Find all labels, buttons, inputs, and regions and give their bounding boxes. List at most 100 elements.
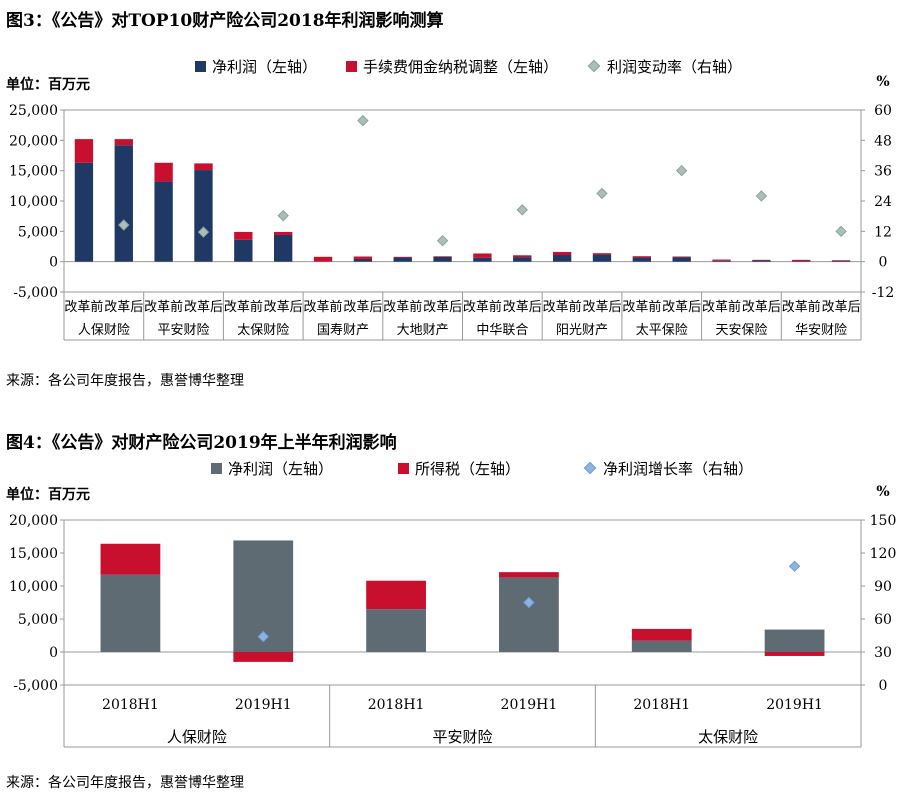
c1-bar-before-net	[632, 257, 651, 262]
c2-group-label: 人保财险	[167, 728, 227, 746]
chart2-title: 图4：《公告》对财产险公司2019年上半年利润影响	[6, 433, 397, 453]
c1-y2tick-label: -12	[872, 285, 895, 301]
c1-sub-label: 改革前	[782, 299, 821, 315]
c1-group-label: 国寿财产	[317, 323, 369, 338]
c1-rate-marker	[675, 164, 688, 177]
c1-sub-label: 改革后	[582, 300, 621, 315]
c2-bar-before-net	[366, 609, 426, 652]
c1-bar-before-net	[473, 257, 492, 262]
c1-bar-before-adjustment	[792, 259, 811, 262]
c1-sub-label: 改革后	[423, 300, 462, 315]
c1-rate-marker	[835, 225, 847, 238]
c1-rate-marker	[516, 204, 528, 216]
c1-sub-label: 改革前	[463, 299, 502, 315]
c1-sub-label: 改革后	[503, 300, 542, 315]
c2-legend-swatch	[583, 461, 597, 475]
c2-bar-before-adjustment	[100, 543, 161, 575]
c1-group-label: 中华联合	[476, 323, 528, 338]
c2-group-label: 太保财险	[698, 728, 758, 746]
c1-bar-after-net	[592, 254, 612, 262]
c1-bar-after-net	[114, 145, 133, 262]
c2-rate-marker	[523, 596, 535, 609]
c2-y2-unit: %	[876, 484, 889, 500]
c1-group-label: 大地财产	[397, 323, 449, 338]
c2-y2tick-label: 150	[870, 513, 897, 529]
c2-y2tick-label: 30	[874, 645, 892, 661]
c1-y2tick-label: 60	[874, 103, 892, 119]
c1-y2tick-label: 12	[874, 224, 892, 240]
c1-legend-swatch	[346, 61, 357, 72]
c2-sub-label: 2018H1	[102, 697, 159, 713]
c1-bar-before-net	[393, 257, 412, 262]
c2-y2tick-label: 120	[870, 546, 897, 562]
c1-rate-marker	[436, 234, 449, 247]
c2-bar-after-adjustment	[764, 652, 825, 656]
c2-y2tick-label: 90	[874, 579, 892, 595]
c1-bar-after-net	[672, 257, 691, 262]
c1-rate-marker	[596, 187, 608, 200]
c2-legend-label: 净利润增长率（右轴）	[603, 460, 753, 478]
c2-y2tick-label: 60	[874, 612, 892, 628]
c1-y2tick-label: 24	[874, 194, 892, 210]
c1-sub-label: 改革后	[184, 300, 223, 315]
c1-bar-before-net	[552, 254, 572, 262]
c2-ytick-label: -5,000	[13, 678, 58, 694]
c1-y2tick-label: 0	[879, 255, 888, 271]
chart1-source: 来源：各公司年度报告，惠誉博华整理	[6, 373, 244, 389]
c1-bar-after-adjustment	[513, 255, 532, 258]
c1-bar-after-net	[752, 260, 771, 262]
c1-rate-marker	[277, 209, 289, 222]
c1-bar-after-adjustment	[831, 260, 851, 261]
c1-bar-before-adjustment	[234, 231, 253, 240]
c2-legend-swatch	[211, 463, 222, 474]
c1-legend-label: 净利润（左轴）	[212, 58, 317, 76]
c1-bar-before-net	[712, 260, 731, 262]
c1-y2tick-label: 36	[874, 164, 892, 180]
chart1-title: 图3：《公告》对TOP10财产险公司2018年利润影响测算	[6, 11, 444, 31]
chart2-svg: 净利润（左轴） 所得税（左轴） 净利润增长率（右轴）% -5,000 0 5,000 10,…	[9, 460, 897, 748]
c1-rate-marker	[755, 190, 768, 202]
c2-sub-label: 2019H1	[235, 697, 292, 713]
c1-sub-label: 改革后	[662, 300, 701, 315]
c1-group-label: 华安财险	[795, 323, 847, 338]
c2-ytick-label: 15,000	[9, 546, 58, 562]
c2-sub-label: 2018H1	[633, 697, 690, 713]
c1-sub-label: 改革前	[383, 299, 422, 315]
c1-sub-label: 改革后	[104, 300, 143, 315]
c2-y2tick-label: 0	[879, 678, 888, 694]
c2-sub-label: 2018H1	[368, 697, 425, 713]
c1-plot-border	[63, 109, 862, 293]
c2-plot-border	[63, 519, 862, 686]
c1-bar-after-adjustment	[274, 231, 293, 235]
c1-legend-label: 利润变动率（右轴）	[607, 58, 742, 76]
c1-sub-label: 改革后	[742, 300, 781, 315]
c1-bar-before-adjustment	[313, 256, 333, 262]
c1-rate-marker	[357, 114, 369, 127]
c1-bar-after-adjustment	[672, 256, 691, 258]
c1-bar-after-net	[274, 234, 293, 262]
c1-bar-before-net	[234, 239, 253, 262]
c1-bar-before-adjustment	[632, 256, 651, 258]
c1-ytick-label: 20,000	[9, 133, 58, 149]
c1-sub-label: 改革后	[343, 300, 382, 315]
c1-rate-marker	[118, 219, 130, 231]
c1-sub-label: 改革前	[304, 299, 343, 315]
c1-bar-before-adjustment	[393, 256, 412, 258]
c1-bar-before-adjustment	[552, 251, 572, 255]
c1-sub-label: 改革后	[264, 300, 303, 315]
c2-bar-before-adjustment	[366, 580, 426, 610]
c1-bar-after-adjustment	[752, 259, 771, 261]
c1-ytick-label: 10,000	[9, 194, 58, 210]
c1-y2tick-label: 48	[874, 133, 892, 149]
c1-bar-after-net	[194, 170, 213, 262]
c1-sub-label: 改革前	[543, 299, 582, 315]
c2-ytick-label: 20,000	[9, 513, 58, 529]
c1-group-label: 太平保险	[636, 323, 688, 338]
c1-ytick-label: 5,000	[18, 224, 58, 240]
chart1-svg: 净利润（左轴） 手续费佣金纳税调整（左轴） 利润变动率（右轴）% -5,000 0 5,0…	[9, 58, 895, 341]
c1-group-label: 平安财险	[158, 323, 210, 338]
chart1-unit: 单位：百万元	[6, 77, 90, 93]
c1-legend-swatch	[587, 59, 601, 73]
c1-bar-before-adjustment	[473, 253, 492, 258]
c1-bar-after-net	[353, 258, 373, 262]
